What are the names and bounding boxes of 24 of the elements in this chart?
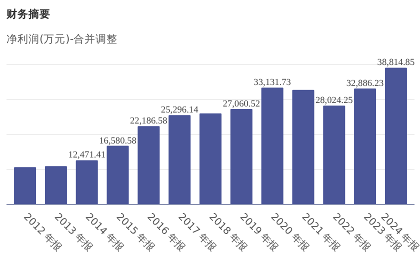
bar xyxy=(14,167,36,204)
chart-subtitle: 净利润(万元)-合并调整 xyxy=(6,32,118,46)
data-label: 27,060.52 xyxy=(222,99,260,110)
chart-title: 财务摘要 xyxy=(6,8,50,20)
bar xyxy=(106,146,129,204)
bar xyxy=(199,113,222,204)
bar xyxy=(76,160,98,204)
data-label: 16,580.58 xyxy=(99,136,137,146)
data-label: 12,471.41 xyxy=(68,150,106,161)
data-label: 25,296.14 xyxy=(160,106,199,116)
bar xyxy=(230,108,252,204)
data-label: 33,131.73 xyxy=(254,78,292,88)
bar xyxy=(384,68,407,204)
data-label: 28,024.25 xyxy=(315,96,354,106)
bar xyxy=(354,88,376,204)
bar xyxy=(168,115,191,204)
bar xyxy=(261,88,284,204)
bar xyxy=(44,166,67,204)
data-label: 22,186.58 xyxy=(130,116,168,127)
bar xyxy=(292,90,314,204)
data-label: 38,814.85 xyxy=(377,58,415,68)
data-label: 32,886.23 xyxy=(346,79,384,90)
bar xyxy=(138,126,160,204)
bar xyxy=(323,106,346,204)
